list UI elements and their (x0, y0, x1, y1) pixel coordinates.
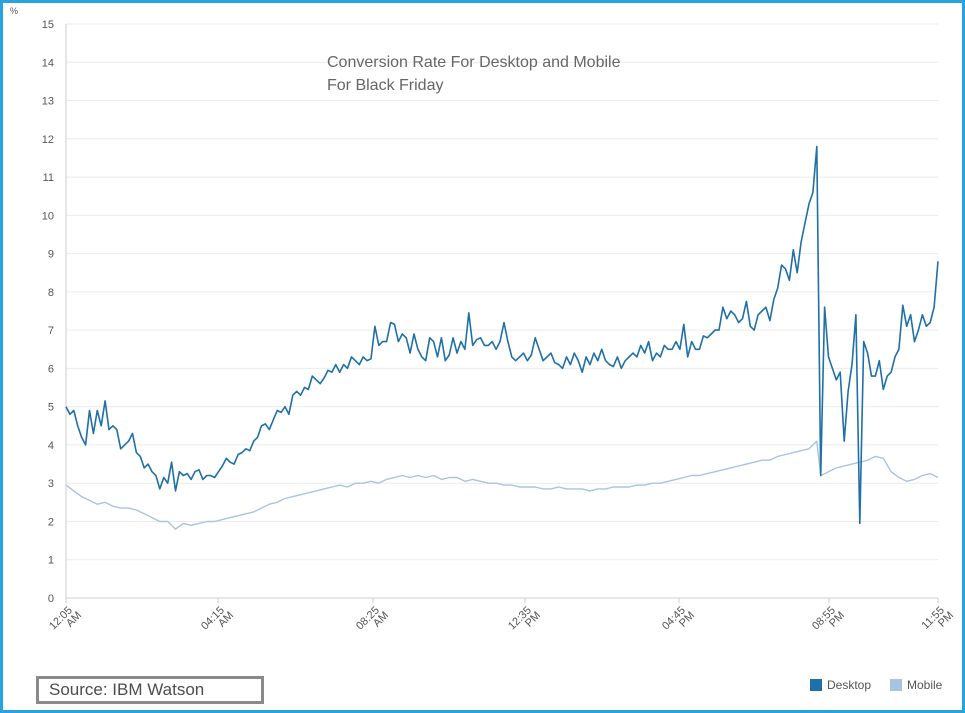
chart-subtitle: For Black Friday (327, 77, 443, 94)
y-tick-label: 8 (48, 287, 54, 299)
legend-item-mobile[interactable]: Mobile (890, 678, 942, 692)
y-tick-label: 7 (48, 325, 54, 337)
gridlines (65, 23, 938, 599)
y-tick-label: 9 (48, 249, 54, 261)
series-lines (65, 145, 939, 530)
y-axis-unit: % (10, 6, 18, 16)
source-box: Source: IBM Watson (36, 676, 264, 704)
legend-swatch-desktop (810, 679, 822, 691)
chart-title: Conversion Rate For Desktop and Mobile (327, 54, 621, 71)
y-tick-label: 6 (48, 363, 54, 375)
y-tick-label: 15 (42, 19, 54, 31)
y-tick-label: 10 (42, 210, 54, 222)
series-line-mobile[interactable] (65, 440, 939, 530)
y-tick-label: 11 (43, 172, 54, 184)
y-tick-label: 3 (48, 478, 54, 490)
legend-item-desktop[interactable]: Desktop (810, 678, 871, 692)
y-tick-label: 14 (42, 57, 54, 69)
legend-label-desktop: Desktop (827, 678, 872, 692)
source-label: Source: IBM Watson (49, 680, 205, 699)
y-tick-label: 12 (42, 134, 54, 146)
y-tick-label: 0 (48, 593, 54, 605)
series-line-desktop[interactable] (65, 145, 939, 525)
y-tick-label: 2 (48, 516, 54, 528)
y-tick-label: 13 (42, 96, 54, 108)
legend-label-mobile: Mobile (907, 678, 943, 692)
legend-swatch-mobile (890, 679, 902, 691)
y-tick-label: 4 (48, 440, 54, 452)
y-tick-label: 1 (48, 555, 54, 567)
y-tick-label: 5 (48, 402, 54, 414)
